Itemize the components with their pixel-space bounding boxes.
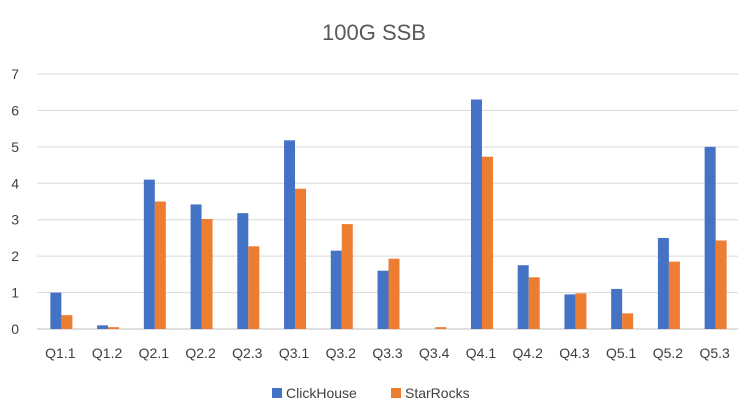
bar-starrocks-q1-2 [108,327,120,329]
bar-clickhouse-q1-2 [97,325,109,329]
x-tick-label: Q5.1 [606,345,637,361]
y-tick-label: 0 [11,321,19,337]
x-tick-label: Q4.3 [559,345,590,361]
bar-starrocks-q2-2 [201,218,213,329]
bar-clickhouse-q3-1 [284,140,296,329]
bar-starrocks-q3-4 [435,327,447,329]
bar-starrocks-q4-1 [481,156,493,329]
x-tick-label: Q2.3 [232,345,263,361]
bar-clickhouse-q4-2 [517,265,529,329]
legend-swatch-clickhouse [272,388,282,398]
bar-clickhouse-q2-1 [143,179,155,329]
bar-clickhouse-q4-3 [564,294,576,329]
bar-starrocks-q3-1 [295,188,307,329]
legend: ClickHouse StarRocks [272,385,470,401]
x-tick-label: Q5.2 [653,345,684,361]
legend-label-starrocks: StarRocks [405,385,470,401]
y-tick-label: 7 [11,66,19,82]
y-tick-label: 5 [11,139,19,155]
y-tick-label: 1 [11,285,19,301]
bar-clickhouse-q4-1 [470,99,482,329]
bar-starrocks-q3-3 [388,258,400,329]
bar-starrocks-q4-2 [528,277,540,329]
x-axis-ticks: Q1.1 Q1.2 Q2.1 Q2.2 Q2.3 Q3.1 Q3.2 Q3.3 Q3.4 Q4.1… [45,345,730,361]
y-tick-label: 3 [11,212,19,228]
x-tick-label: Q1.1 [45,345,76,361]
x-tick-label: Q5.3 [699,345,730,361]
x-tick-label: Q4.2 [513,345,544,361]
bar-clickhouse-q2-2 [190,204,202,329]
bar-clickhouse-q3-2 [330,250,342,329]
x-tick-label: Q4.1 [466,345,497,361]
y-tick-label: 6 [11,102,19,118]
bar-starrocks-q1-1 [61,315,73,329]
x-tick-label: Q3.2 [326,345,357,361]
y-tick-label: 4 [11,175,19,191]
x-tick-label: Q3.3 [372,345,403,361]
y-tick-label: 2 [11,248,19,264]
bar-starrocks-q2-3 [248,246,260,329]
bar-clickhouse-q1-1 [50,292,62,329]
x-tick-label: Q2.1 [139,345,170,361]
x-tick-label: Q3.1 [279,345,310,361]
x-tick-label: Q3.4 [419,345,450,361]
y-axis-ticks: 0 1 2 3 4 5 6 7 [11,66,19,337]
bar-starrocks-q5-3 [715,240,727,329]
bar-clickhouse-q5-2 [657,237,669,329]
bar-starrocks-q3-2 [341,224,353,329]
bars [50,99,727,329]
x-tick-label: Q1.2 [92,345,123,361]
bar-starrocks-q4-3 [575,293,587,329]
bar-starrocks-q2-1 [154,201,166,329]
bar-starrocks-q5-2 [668,261,680,329]
chart-title: 100G SSB [322,20,426,45]
bar-clickhouse-q3-3 [377,270,389,329]
bar-starrocks-q5-1 [622,313,634,329]
bar-clickhouse-q2-3 [237,213,249,329]
bar-clickhouse-q5-3 [704,146,716,329]
legend-label-clickhouse: ClickHouse [286,385,357,401]
bar-clickhouse-q5-1 [611,288,623,329]
x-tick-label: Q2.2 [185,345,216,361]
legend-swatch-starrocks [391,388,401,398]
